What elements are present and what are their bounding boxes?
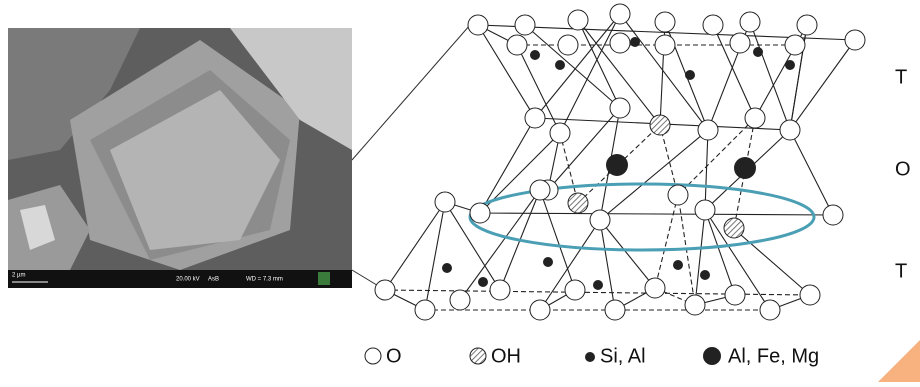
oxygen-atom [730,33,750,53]
oxygen-atom [375,280,395,300]
sem-image [8,28,352,288]
oxygen-atom [610,33,630,53]
legend-oh-icon [470,348,486,364]
al-fe-mg-atom [606,154,628,176]
hydroxyl-atom [650,115,670,135]
legend-al-icon [703,347,721,365]
al-fe-mg-atom [734,157,756,179]
oxygen-atom [780,120,800,140]
oxygen-atom [760,300,780,320]
oxygen-atom [558,35,578,55]
oxygen-atom [685,295,705,315]
oxygen-atom [668,185,688,205]
si-al-atom [785,60,795,70]
oxygen-atom [590,210,610,230]
oxygen-atom [703,15,723,35]
oxygen-atom [468,15,488,35]
si-al-atom [685,70,695,80]
oxygen-atom [530,300,550,320]
legend-label: OH [491,345,521,367]
oxygen-atom [610,4,630,24]
oxygen-atom [507,35,527,55]
oxygen-atom [565,280,585,300]
oxygen-atom [797,15,817,35]
legend-label: O [386,345,402,367]
sem-working-distance: WD = 7.3 mm [246,277,283,283]
si-al-atom [442,263,452,273]
si-al-atom [753,47,763,57]
structure-atoms [375,4,865,320]
oxygen-atom [655,12,675,32]
oxygen-atom [745,108,765,128]
legend-si-icon [585,352,595,362]
highlight-ellipse [470,184,814,250]
oxygen-atom [568,10,588,30]
oxygen-atom [845,30,865,50]
oxygen-atom [823,205,843,225]
corner-decoration [878,340,920,382]
oxygen-atom [645,278,665,298]
layer-label: T [895,66,907,88]
legend-o-icon [365,348,381,364]
oxygen-atom [470,203,490,223]
si-al-atom [700,270,710,280]
oxygen-atom [610,98,630,118]
oxygen-atom [725,285,745,305]
oxygen-atom [740,12,760,32]
oxygen-atom [515,15,535,35]
oxygen-atom [785,35,805,55]
sem-scale-bar: 2 µm [12,273,25,279]
oxygen-atom [435,192,455,212]
logo [318,272,330,285]
layer-label: T [895,260,907,282]
oxygen-atom [530,180,550,200]
oxygen-atom [550,123,570,143]
si-al-atom [555,60,565,70]
layer-label: O [895,158,911,180]
si-al-atom [543,257,553,267]
si-al-atom [593,280,603,290]
oxygen-atom [605,300,625,320]
zoom-line [352,25,470,160]
oxygen-atom [698,120,718,140]
oxygen-atom [415,300,435,320]
oxygen-atom [695,200,715,220]
oxygen-atom [490,280,510,300]
si-al-atom [630,37,640,47]
hydroxyl-atom [568,193,588,213]
oxygen-atom [450,290,470,310]
sem-voltage: 20.00 kV [176,277,200,283]
legend-label: Si, Al [600,345,646,367]
sem-detector: AsB [208,277,219,283]
figure: 2 µm 20.00 kV AsB WD = 7.3 mm T O T O OH… [0,0,920,382]
si-al-atom [673,260,683,270]
legend-label: Al, Fe, Mg [728,345,819,367]
si-al-atom [530,50,540,60]
si-al-atom [478,277,488,287]
hydroxyl-atom [724,218,744,238]
oxygen-atom [525,108,545,128]
oxygen-atom [800,285,820,305]
oxygen-atom [655,35,675,55]
